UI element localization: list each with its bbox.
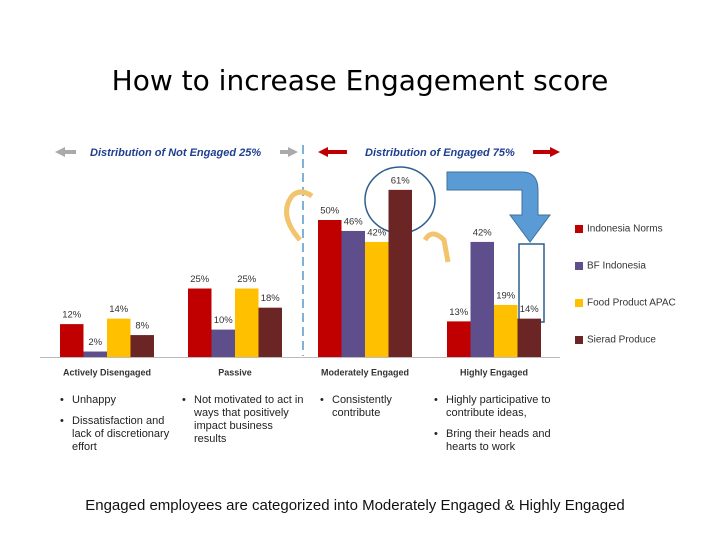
bar — [494, 304, 518, 357]
legend-label: Indonesia Norms — [587, 224, 663, 235]
decor — [55, 145, 560, 356]
bar — [83, 351, 107, 357]
arrow — [318, 147, 347, 157]
bullet-list: Highly participative to contribute ideas… — [432, 394, 576, 462]
value-label: 25% — [237, 274, 257, 285]
value-label: 46% — [344, 216, 364, 227]
bent-arrow — [446, 171, 551, 243]
legend-label: Food Product APAC — [587, 298, 676, 309]
bar — [517, 318, 541, 357]
bar — [388, 189, 412, 357]
bar — [258, 307, 282, 357]
bar — [130, 335, 154, 357]
bar — [188, 288, 212, 357]
value-label: 14% — [109, 304, 129, 315]
legend-swatch — [575, 336, 583, 344]
arrow — [280, 147, 298, 157]
bar — [365, 241, 389, 357]
bar — [341, 230, 365, 357]
x-tick-label: Passive — [218, 367, 252, 377]
value-label: 25% — [190, 274, 210, 285]
curve-arrow — [422, 231, 451, 263]
value-label: 42% — [367, 227, 387, 238]
value-label: 18% — [261, 293, 281, 304]
value-label: 12% — [62, 310, 82, 321]
value-label: 2% — [88, 337, 102, 348]
bullet: Dissatisfaction and lack of discretionar… — [60, 415, 182, 454]
caption: Engaged employees are categorized into M… — [85, 497, 625, 514]
value-label: 42% — [473, 227, 493, 238]
bullet-list: Not motivated to act in ways that positi… — [180, 394, 304, 454]
header-left: Distribution of Not Engaged 25% — [90, 147, 261, 159]
bullet-list: Unhappy Dissatisfaction and lack of discr… — [58, 394, 182, 462]
bullet: Unhappy — [60, 394, 182, 407]
curve-arrow — [284, 189, 314, 242]
bar — [107, 318, 131, 357]
bar — [60, 324, 84, 357]
bullet: Consistently contribute — [320, 394, 442, 420]
bar — [235, 288, 259, 357]
legend-swatch — [575, 225, 583, 233]
bar — [211, 329, 235, 357]
legend-swatch — [575, 299, 583, 307]
bar — [447, 321, 471, 357]
legend-label: BF Indonesia — [587, 261, 646, 272]
value-label: 13% — [449, 307, 469, 318]
value-label: 14% — [520, 304, 540, 315]
value-label: 19% — [496, 290, 516, 301]
bullet: Bring their heads and hearts to work — [434, 428, 576, 454]
value-label: 10% — [214, 315, 234, 326]
arrow — [533, 147, 560, 157]
bar — [318, 220, 342, 357]
chart-title: How to increase Engagement score — [112, 64, 609, 97]
legend-label: Sierad Produce — [587, 335, 656, 346]
bullet: Not motivated to act in ways that positi… — [182, 394, 304, 446]
bar — [470, 241, 494, 357]
x-tick-label: Actively Disengaged — [63, 367, 151, 377]
header-right: Distribution of Engaged 75% — [365, 147, 515, 159]
bullet: Highly participative to contribute ideas… — [434, 394, 576, 420]
bullet-list: Consistently contribute — [318, 394, 442, 428]
x-tick-label: Highly Engaged — [460, 367, 528, 377]
arrow — [55, 147, 76, 157]
x-tick-label: Moderately Engaged — [321, 367, 409, 377]
value-label: 50% — [320, 206, 340, 217]
value-label: 61% — [391, 175, 411, 186]
value-label: 8% — [135, 321, 149, 332]
legend-swatch — [575, 262, 583, 270]
